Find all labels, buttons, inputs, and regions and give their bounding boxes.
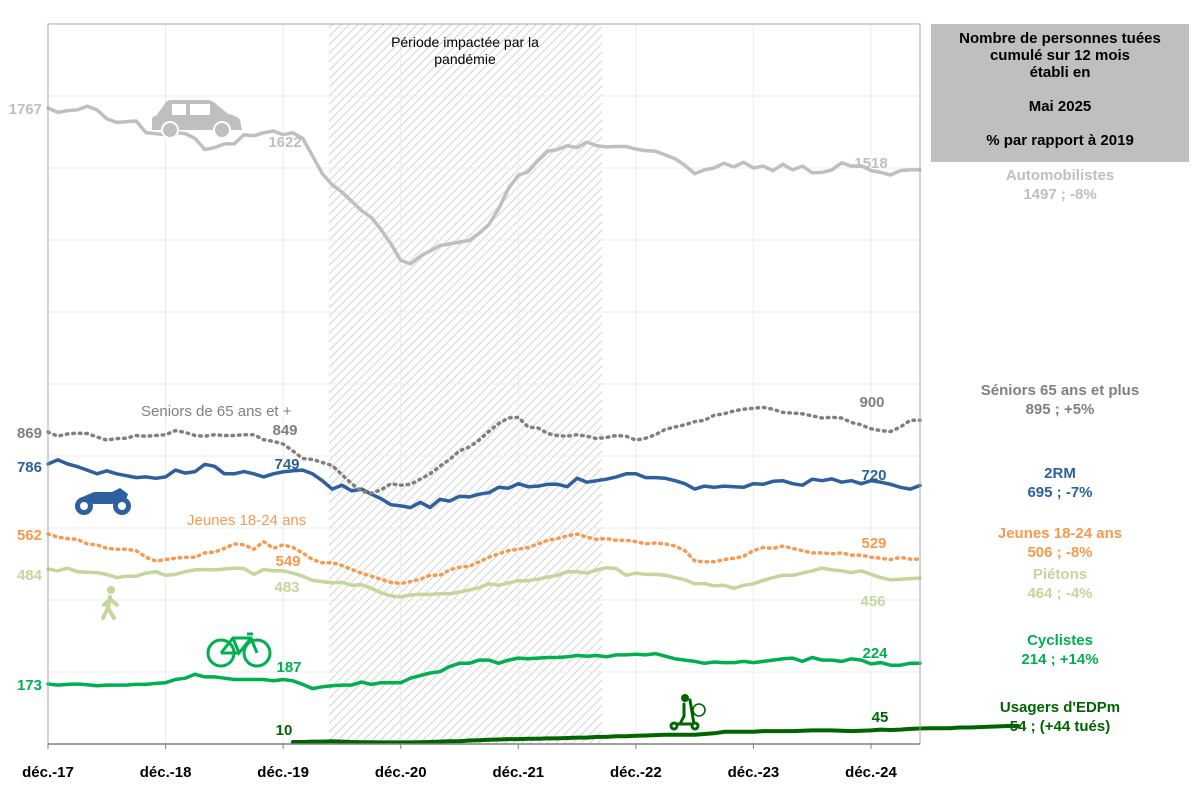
x-tick-label: déc.-24 <box>845 764 897 781</box>
legend-edpm: Usagers d'EDPm 54 ; (+44 tués) <box>931 698 1189 736</box>
series-line-jeunes <box>46 532 922 586</box>
scooter-icon <box>669 694 706 731</box>
x-tick-label: déc.-21 <box>492 764 544 781</box>
series-line-seniors <box>46 405 922 496</box>
legend-value: 695 ; -7% <box>1027 484 1093 501</box>
data-label-start: 786 <box>17 459 42 476</box>
series-line-rm2 <box>46 458 922 510</box>
legend-cyclistes: Cyclistes 214 ; +14% <box>931 631 1189 669</box>
series-label-seniors: Seniors de 65 ans et + <box>141 403 292 420</box>
x-axis: déc.-17 déc.-18 déc.-19 déc.-20 déc.-21 déc.-… <box>22 23 921 781</box>
x-tick-label: déc.-17 <box>22 764 74 781</box>
data-label-end: 900 <box>859 394 884 411</box>
series-line-pietons <box>46 565 922 599</box>
data-label-start: 173 <box>17 677 42 694</box>
legend-2rm: 2RM 695 ; -7% <box>931 464 1189 502</box>
series-line-edpm <box>290 724 1020 745</box>
value-labels: 1767 1622 1518 869 849 900 786 749 720 562 549 529 4… <box>9 101 889 739</box>
data-label-peak: 1622 <box>268 134 301 151</box>
series-lines <box>46 104 1020 745</box>
legend-name: Piétons <box>1032 566 1088 583</box>
info-line-4 <box>931 81 1189 98</box>
pedestrian-icon <box>101 586 119 620</box>
data-label-start: 562 <box>17 527 42 544</box>
legend-name: Cyclistes <box>1027 632 1093 649</box>
data-label-end: 720 <box>861 467 886 484</box>
data-label-peak: 483 <box>274 579 299 596</box>
legend-name: 2RM <box>1044 465 1076 482</box>
x-tick-label: déc.-18 <box>140 764 192 781</box>
x-tick-label: déc.-22 <box>610 764 662 781</box>
info-line-3: établi en <box>1029 64 1091 81</box>
data-label-peak: 749 <box>274 456 299 473</box>
series-icons <box>75 100 706 731</box>
legend-name: Séniors 65 ans et plus <box>980 382 1140 399</box>
data-label-end: 1518 <box>854 155 887 172</box>
info-box: Nombre de personnes tuées cumulé sur 12 … <box>931 24 1189 162</box>
data-label-start: 1767 <box>9 101 42 118</box>
data-label-peak: 187 <box>276 659 301 676</box>
legend-value: 214 ; +14% <box>1021 651 1099 668</box>
data-label-peak: 549 <box>275 553 300 570</box>
car-icon <box>152 100 242 139</box>
legend-pietons: Piétons 464 ; -4% <box>931 565 1189 603</box>
legend-value: 895 ; +5% <box>1025 401 1095 418</box>
x-tick-label: déc.-19 <box>257 764 309 781</box>
bicycle-icon <box>206 632 272 668</box>
pandemic-label: Période impactée par la <box>391 34 539 50</box>
info-line-6 <box>931 115 1189 132</box>
series-line-auto <box>46 104 922 266</box>
data-label-end: 529 <box>861 535 886 552</box>
data-label-end: 45 <box>872 709 889 726</box>
data-label-start: 484 <box>17 567 43 584</box>
motorcycle-icon <box>75 488 131 515</box>
x-tick-label: déc.-20 <box>375 764 427 781</box>
legend-value: 54 ; (+44 tués) <box>1009 718 1111 735</box>
legend-value: 1497 ; -8% <box>1023 186 1097 203</box>
legend-automobilistes: Automobilistes 1497 ; -8% <box>931 166 1189 204</box>
info-line-2: cumulé sur 12 mois <box>989 47 1131 64</box>
info-line-5: Mai 2025 <box>1028 98 1092 115</box>
data-label-end: 224 <box>862 645 888 662</box>
info-line-7: % par rapport à 2019 <box>986 132 1134 149</box>
data-label-start: 869 <box>17 425 42 442</box>
legend-seniors: Séniors 65 ans et plus 895 ; +5% <box>931 381 1189 419</box>
legend-jeunes: Jeunes 18-24 ans 506 ; -8% <box>931 524 1189 562</box>
series-line-cyclistes <box>46 651 922 691</box>
legend-value: 506 ; -8% <box>1027 544 1093 561</box>
legend-name: Jeunes 18-24 ans <box>997 525 1123 542</box>
legend-name: Usagers d'EDPm <box>999 699 1121 716</box>
info-line-1: Nombre de personnes tuées <box>959 30 1161 47</box>
data-label-start: 10 <box>276 722 293 739</box>
series-label-jeunes: Jeunes 18-24 ans <box>187 512 306 529</box>
pandemic-label-line2: pandémie <box>434 51 496 67</box>
data-label-peak: 849 <box>272 422 297 439</box>
legend-value: 464 ; -4% <box>1027 585 1093 602</box>
legend-name: Automobilistes <box>1005 167 1115 184</box>
data-label-end: 456 <box>860 593 885 610</box>
x-tick-label: déc.-23 <box>728 764 780 781</box>
